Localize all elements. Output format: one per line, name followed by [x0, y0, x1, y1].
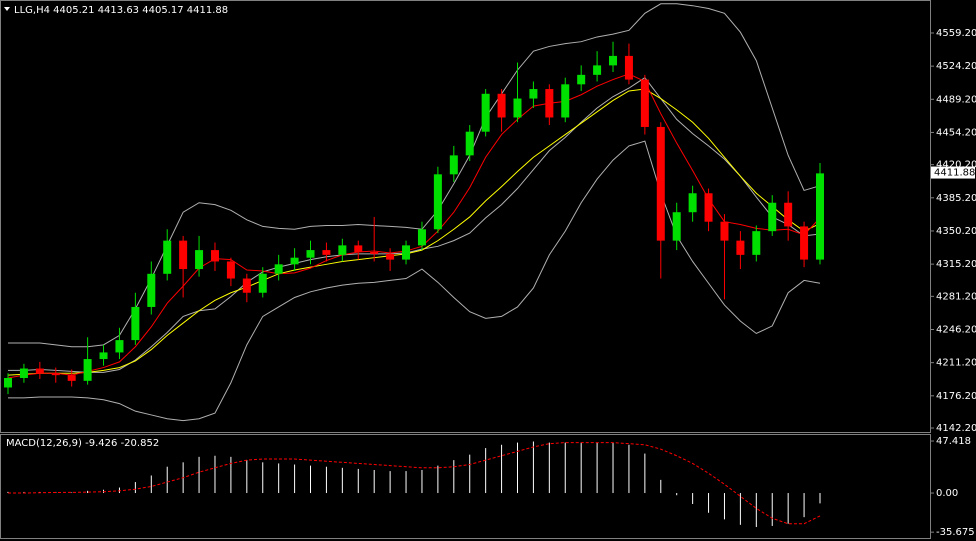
candle-body — [561, 84, 570, 118]
symbol: LLG,H4 — [14, 5, 50, 16]
price-panel — [0, 0, 931, 433]
y-tick-label: 4559.20 — [936, 28, 976, 39]
candle-body — [179, 240, 188, 270]
candle-body — [115, 340, 124, 353]
candle-body — [131, 306, 140, 341]
candle-body — [593, 65, 602, 75]
candle-body — [481, 93, 490, 132]
y-tick-label: 4385.20 — [936, 193, 976, 204]
y-tick-label: 4142.20 — [936, 423, 976, 434]
candle-body — [449, 155, 458, 175]
quote-open: 4405.21 — [53, 5, 94, 16]
candle-body — [354, 245, 363, 253]
candle-body — [736, 240, 745, 255]
candle-body — [433, 174, 442, 230]
quote-high: 4413.63 — [98, 5, 139, 16]
quote-low: 4405.17 — [142, 5, 183, 16]
candle-body — [195, 250, 204, 270]
candle-body — [816, 173, 824, 260]
candle-body — [226, 261, 235, 279]
indicator-line — [7, 73, 821, 379]
candle-body — [417, 229, 426, 246]
menu-arrow[interactable] — [4, 7, 10, 11]
candle-body — [513, 98, 522, 118]
candle-body — [83, 359, 92, 381]
macd-title: MACD(12,26,9) — [6, 438, 82, 449]
y-tick-label: 4211.20 — [936, 358, 976, 369]
y-tick-label: 47.418 — [936, 436, 971, 447]
candle-body — [338, 245, 347, 255]
candle-body — [720, 221, 729, 241]
indicator-line — [8, 140, 821, 422]
macd-main: -9.426 — [85, 438, 117, 449]
y-tick-label: 0.00 — [936, 488, 958, 499]
candle-body — [19, 368, 28, 379]
candle-body — [800, 226, 809, 260]
signal-line — [8, 442, 821, 525]
candle-body — [290, 257, 299, 265]
candle-body — [688, 193, 697, 213]
candle-body — [704, 193, 713, 222]
macd-header: MACD(12,26,9) -9.426 -20.852 — [6, 438, 159, 449]
quote-close: 4411.88 — [187, 5, 228, 16]
candle-body — [402, 245, 411, 260]
candle-body — [4, 378, 12, 388]
candle-body — [545, 89, 554, 118]
candle-body — [67, 375, 76, 381]
candle-body — [306, 250, 315, 258]
candle-body — [609, 55, 618, 66]
candle-body — [210, 250, 219, 262]
candle-body — [147, 273, 156, 307]
y-tick-label: 4176.20 — [936, 391, 976, 402]
y-tick-label: 4315.20 — [936, 259, 976, 270]
candle-body — [322, 250, 331, 255]
y-tick-label: 4246.20 — [936, 324, 976, 335]
candle-body — [768, 202, 777, 232]
y-tick-label: 4454.20 — [936, 127, 976, 138]
candle-body — [497, 93, 506, 118]
indicator-line — [7, 88, 821, 376]
macd-panel — [0, 434, 931, 539]
indicator-line — [8, 3, 821, 348]
candle-body — [529, 89, 538, 99]
y-tick-label: 4350.20 — [936, 226, 976, 237]
price-marker-label: 4411.88 — [934, 168, 975, 179]
candle-body — [640, 79, 649, 127]
y-tick-label: -35.675 — [936, 527, 975, 538]
candle-body — [242, 278, 251, 293]
y-tick-label: 4420.20 — [936, 160, 976, 171]
macd-signal: -20.852 — [121, 438, 160, 449]
price-marker — [931, 166, 975, 179]
candle-body — [35, 368, 44, 374]
candle-body — [386, 253, 395, 260]
candle-body — [672, 212, 681, 241]
candle-body — [465, 131, 474, 156]
candle-body — [258, 273, 267, 293]
indicator-line — [8, 77, 821, 373]
candle-body — [163, 240, 172, 274]
y-tick-label: 4524.20 — [936, 61, 976, 72]
candle-body — [624, 55, 633, 80]
y-tick-label: 4489.20 — [936, 94, 976, 105]
candle-body — [656, 126, 665, 241]
candle-body — [784, 202, 793, 227]
candle-body — [51, 373, 60, 376]
chart-header: LLG,H4 4405.21 4413.63 4405.17 4411.88 — [14, 5, 228, 16]
candle-body — [99, 352, 108, 360]
candle-body — [370, 252, 379, 254]
candle-body — [577, 74, 586, 85]
candle-body — [752, 231, 761, 255]
y-tick-label: 4281.20 — [936, 291, 976, 302]
candle-body — [274, 264, 283, 274]
